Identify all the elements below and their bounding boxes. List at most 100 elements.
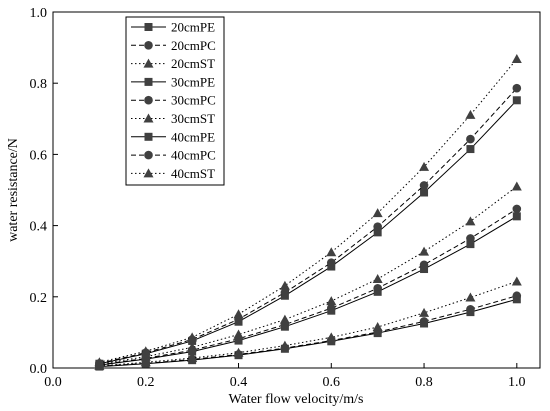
- y-tick-label: 0.0: [30, 362, 48, 377]
- y-tick-label: 0.4: [30, 220, 48, 235]
- data-point: [512, 204, 522, 214]
- data-point: [419, 307, 430, 317]
- data-point: [326, 247, 337, 257]
- data-point: [511, 276, 522, 286]
- legend-entry: 40cmST: [131, 166, 215, 181]
- data-point: [279, 280, 290, 290]
- x-axis-title: Water flow velocity/m/s: [229, 392, 364, 407]
- data-point: [187, 342, 198, 352]
- x-tick-label: 1.0: [508, 375, 526, 390]
- legend-marker: [144, 23, 153, 31]
- data-point: [466, 234, 475, 243]
- legend-entry: 20cmPC: [131, 38, 216, 53]
- data-point: [187, 353, 198, 363]
- y-tick-label: 0.6: [30, 148, 48, 163]
- data-point: [419, 246, 430, 256]
- series-line: [99, 99, 518, 365]
- legend-label: 20cmPC: [171, 38, 216, 53]
- series-layer: [94, 53, 522, 371]
- legend-marker: [144, 132, 153, 141]
- data-point: [465, 216, 476, 226]
- data-point: [187, 332, 198, 342]
- series-line: [99, 295, 517, 367]
- series-line: [99, 208, 518, 366]
- data-point: [233, 309, 244, 319]
- data-point: [373, 228, 382, 237]
- data-point: [419, 317, 429, 326]
- data-point: [512, 212, 521, 221]
- data-point: [512, 291, 522, 301]
- legend-marker: [144, 150, 153, 160]
- x-tick-label: 0.0: [44, 375, 62, 390]
- data-point: [326, 258, 336, 267]
- legend-marker: [143, 113, 154, 123]
- legend-label: 30cmST: [171, 111, 215, 126]
- legend-label: 40cmPC: [171, 148, 216, 163]
- data-point: [420, 188, 429, 197]
- legend-entry: 40cmPE: [131, 129, 215, 144]
- legend: 20cmPE 20cmPC 20cmST 30cmPE 30cmPC 30cmST 40cm…: [125, 16, 225, 186]
- x-tick-label: 0.6: [323, 375, 341, 390]
- legend-label: 20cmPE: [171, 20, 215, 35]
- data-point: [419, 181, 429, 190]
- data-point: [511, 53, 522, 63]
- data-point: [373, 283, 382, 293]
- data-point: [233, 329, 244, 339]
- data-point: [233, 347, 244, 357]
- data-point: [419, 260, 429, 270]
- data-point: [512, 96, 521, 105]
- legend-label: 30cmPE: [171, 74, 215, 89]
- x-tick-label: 0.4: [230, 375, 248, 390]
- data-point: [511, 181, 522, 191]
- legend-label: 40cmPE: [171, 129, 215, 144]
- legend-entry: 20cmST: [131, 56, 215, 71]
- y-tick-label: 0.8: [30, 77, 48, 92]
- data-point: [94, 357, 105, 367]
- legend-marker: [143, 58, 154, 68]
- data-point: [373, 222, 382, 231]
- legend-entry: 30cmPE: [131, 74, 215, 89]
- series-line: [99, 58, 518, 363]
- data-point: [465, 292, 476, 302]
- x-tick-label: 0.2: [137, 375, 155, 390]
- legend-entry: 30cmST: [131, 111, 215, 126]
- legend-label: 30cmPC: [171, 93, 216, 108]
- data-point: [140, 346, 151, 356]
- series-line: [99, 215, 518, 366]
- data-point: [512, 83, 522, 93]
- data-point: [279, 314, 290, 324]
- legend-marker: [144, 41, 153, 50]
- legend-label: 20cmST: [171, 56, 215, 71]
- legend-entry: 20cmPE: [131, 20, 215, 35]
- legend-marker: [144, 95, 153, 105]
- series-line: [99, 186, 518, 365]
- data-point: [326, 296, 337, 306]
- data-point: [280, 288, 290, 297]
- legend-marker: [144, 77, 153, 86]
- legend-label: 40cmST: [171, 166, 215, 181]
- y-axis-title: water resistance/N: [6, 138, 21, 242]
- y-tick-label: 0.2: [30, 291, 48, 306]
- data-point: [372, 322, 383, 332]
- y-tick-label: 1.0: [30, 6, 48, 21]
- data-point: [465, 109, 476, 119]
- data-point: [372, 208, 383, 218]
- series-30cmST: [94, 181, 522, 369]
- series-line: [99, 87, 518, 364]
- data-point: [466, 304, 475, 314]
- data-point: [466, 134, 475, 144]
- data-point: [279, 340, 290, 350]
- series-line: [99, 298, 517, 368]
- legend-entry: 40cmPC: [131, 148, 216, 163]
- series-40cmST: [94, 53, 522, 367]
- legend-marker: [143, 168, 154, 178]
- data-point: [326, 303, 336, 313]
- data-point: [326, 332, 337, 342]
- data-point: [372, 274, 383, 283]
- axis-ticks: 0.0 0.2 0.4 0.6 0.8 1.0 0.0 0.2 0.4 0.6 0.8 1.0: [30, 6, 526, 390]
- legend-entry: 30cmPC: [131, 93, 216, 108]
- data-point: [466, 240, 475, 249]
- data-point: [419, 161, 430, 171]
- x-tick-label: 0.8: [415, 375, 433, 390]
